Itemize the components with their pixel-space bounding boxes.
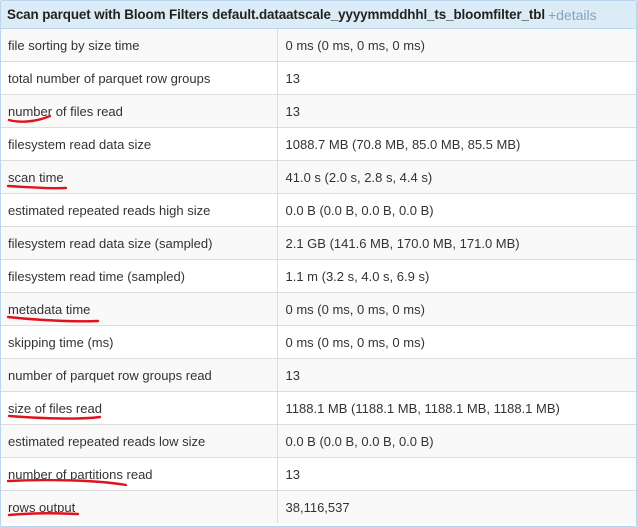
metric-value: 38,116,537	[277, 490, 636, 523]
metric-label: rows output	[8, 499, 76, 515]
table-row: filesystem read time (sampled) 1.1 m (3.2…	[1, 259, 636, 293]
metric-value: 1188.1 MB (1188.1 MB, 1188.1 MB, 1188.1 …	[277, 391, 636, 425]
metric-label-cell: filesystem read data size	[1, 127, 278, 161]
metric-label-cell: scan time	[1, 160, 278, 194]
table-row: number of files read 13	[1, 94, 636, 128]
metric-label: estimated repeated reads high size	[8, 202, 211, 218]
metric-label: estimated repeated reads low size	[8, 433, 206, 449]
metric-label: number of partitions read	[8, 466, 153, 482]
annotation-stroke	[6, 315, 100, 323]
table-row: metadata time 0 ms (0 ms, 0 ms, 0 ms)	[1, 292, 636, 326]
metric-label: number of parquet row groups read	[8, 367, 212, 383]
metric-label-cell: total number of parquet row groups	[1, 61, 278, 95]
metric-value: 2.1 GB (141.6 MB, 170.0 MB, 171.0 MB)	[277, 226, 636, 260]
table-row: scan time 41.0 s (2.0 s, 2.8 s, 4.4 s)	[1, 160, 636, 194]
table-row: filesystem read data size 1088.7 MB (70.8…	[1, 127, 636, 161]
metric-label-cell: metadata time	[1, 292, 278, 326]
table-row: estimated repeated reads low size 0.0 B (…	[1, 424, 636, 458]
metric-label-cell: number of files read	[1, 94, 278, 128]
metric-label: total number of parquet row groups	[8, 70, 211, 86]
annotation-stroke	[7, 414, 102, 420]
metrics-table: file sorting by size time 0 ms (0 ms, 0 m…	[1, 29, 636, 523]
metric-value: 1.1 m (3.2 s, 4.0 s, 6.9 s)	[277, 259, 636, 293]
table-row: skipping time (ms) 0 ms (0 ms, 0 ms, 0 ms…	[1, 325, 636, 359]
metric-value: 13	[277, 358, 636, 392]
metric-label: filesystem read time (sampled)	[8, 268, 185, 284]
metric-label-cell: estimated repeated reads low size	[1, 424, 278, 458]
metric-value: 0.0 B (0.0 B, 0.0 B, 0.0 B)	[277, 424, 636, 458]
details-link[interactable]: +details	[547, 6, 597, 23]
metric-value: 0 ms (0 ms, 0 ms, 0 ms)	[277, 325, 636, 359]
metric-label: filesystem read data size (sampled)	[8, 235, 213, 251]
metric-value: 13	[277, 61, 636, 95]
annotation-stroke	[6, 184, 68, 190]
metric-value: 0.0 B (0.0 B, 0.0 B, 0.0 B)	[277, 193, 636, 227]
metric-label: size of files read	[8, 400, 102, 416]
table-row: file sorting by size time 0 ms (0 ms, 0 m…	[1, 29, 636, 62]
metric-label-cell: filesystem read data size (sampled)	[1, 226, 278, 260]
metric-value: 41.0 s (2.0 s, 2.8 s, 4.4 s)	[277, 160, 636, 194]
metric-value: 1088.7 MB (70.8 MB, 85.0 MB, 85.5 MB)	[277, 127, 636, 161]
metric-value: 0 ms (0 ms, 0 ms, 0 ms)	[277, 29, 636, 62]
table-row: total number of parquet row groups 13	[1, 61, 636, 95]
metric-label: file sorting by size time	[8, 37, 140, 53]
panel-title: Scan parquet with Bloom Filters default.…	[7, 7, 545, 22]
table-row: filesystem read data size (sampled) 2.1 G…	[1, 226, 636, 260]
metric-label-cell: file sorting by size time	[1, 29, 278, 62]
metric-label-cell: number of partitions read	[1, 457, 278, 491]
metric-label: metadata time	[8, 301, 91, 317]
metric-label: scan time	[8, 169, 64, 185]
metric-value: 0 ms (0 ms, 0 ms, 0 ms)	[277, 292, 636, 326]
metric-value: 13	[277, 457, 636, 491]
panel-header: Scan parquet with Bloom Filters default.…	[1, 1, 636, 29]
table-row: number of parquet row groups read 13	[1, 358, 636, 392]
table-row: estimated repeated reads high size 0.0 B …	[1, 193, 636, 227]
metric-label-cell: size of files read	[1, 391, 278, 425]
metric-label: skipping time (ms)	[8, 334, 114, 350]
table-row: size of files read 1188.1 MB (1188.1 MB, …	[1, 391, 636, 425]
metric-label-cell: rows output	[1, 490, 278, 523]
metric-label-cell: skipping time (ms)	[1, 325, 278, 359]
table-row: number of partitions read 13	[1, 457, 636, 491]
table-row: rows output 38,116,537	[1, 490, 636, 523]
metric-label-cell: filesystem read time (sampled)	[1, 259, 278, 293]
metric-label-cell: number of parquet row groups read	[1, 358, 278, 392]
metric-value: 13	[277, 94, 636, 128]
metric-label: number of files read	[8, 103, 123, 119]
metric-label: filesystem read data size	[8, 136, 152, 152]
metric-label-cell: estimated repeated reads high size	[1, 193, 278, 227]
